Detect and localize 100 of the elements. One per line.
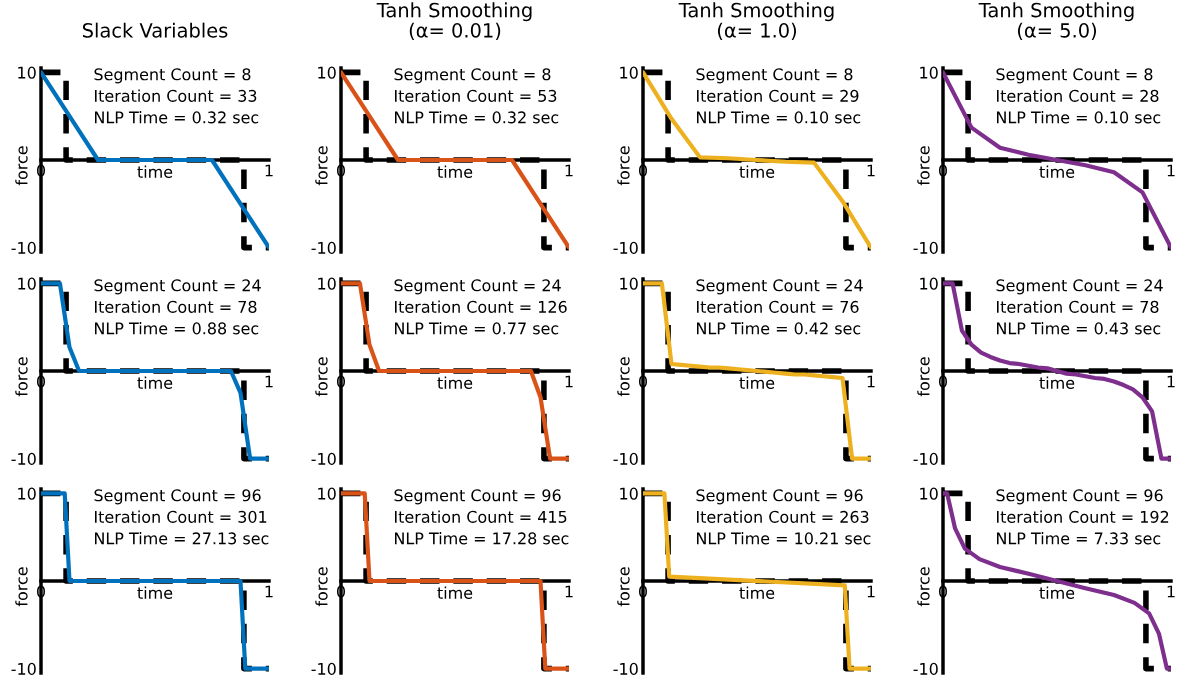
annotation: Segment Count = 96 (696, 489, 863, 505)
chart-title: Slack Variables (82, 22, 228, 38)
annotation: Iteration Count = 192 (997, 510, 1169, 523)
y-axis-title: force (315, 567, 328, 607)
y-axis-title: force (617, 567, 630, 607)
annotation: NLP Time = 0.42 sec (697, 322, 861, 335)
y-tick-label: 10 (620, 277, 638, 290)
x-axis-title: time (739, 376, 775, 389)
x-tick-label: 1 (565, 164, 573, 177)
annotation: Iteration Count = 76 (697, 300, 859, 313)
y-axis-title: force (15, 567, 28, 607)
chart-title: Tanh Smoothing (α= 1.0) (678, 2, 834, 41)
y-tick-label: -10 (913, 241, 938, 254)
y-tick-label: 10 (620, 487, 638, 500)
x-tick-label: 1 (265, 375, 273, 388)
x-axis-title: time (437, 586, 473, 599)
annotation: NLP Time = 7.33 sec (997, 532, 1161, 545)
annotation: Iteration Count = 28 (997, 89, 1159, 102)
annotation: NLP Time = 0.88 sec (95, 322, 259, 335)
y-axis-title: force (917, 357, 930, 397)
x-tick-label: 1 (265, 164, 273, 177)
y-tick-label: -10 (311, 662, 336, 675)
annotation: Segment Count = 8 (394, 68, 551, 84)
annotation: Iteration Count = 53 (395, 89, 557, 102)
y-axis-title: force (917, 567, 930, 607)
annotation: Segment Count = 96 (394, 489, 561, 505)
x-tick-label: 1 (867, 375, 875, 388)
y-tick-label: 10 (620, 66, 638, 79)
y-tick-label: -10 (613, 452, 638, 465)
y-tick-label: -10 (311, 241, 336, 254)
chart-title: Tanh Smoothing (α= 0.01) (376, 2, 532, 41)
x-axis-title: time (437, 376, 473, 389)
annotation: Iteration Count = 78 (95, 300, 257, 313)
x-tick-label: 1 (867, 164, 875, 177)
y-tick-label: 10 (318, 66, 336, 79)
x-tick-label: 1 (565, 585, 573, 598)
annotation: Segment Count = 8 (996, 68, 1153, 84)
annotation: NLP Time = 0.43 sec (997, 322, 1161, 335)
x-axis-title: time (137, 376, 173, 389)
annotation: Segment Count = 8 (94, 68, 251, 84)
x-axis-title: time (137, 165, 173, 178)
x-tick-label: 1 (1167, 164, 1175, 177)
y-tick-label: 10 (920, 487, 938, 500)
y-tick-label: -10 (913, 662, 938, 675)
annotation: Iteration Count = 126 (395, 300, 567, 313)
y-tick-label: -10 (11, 241, 36, 254)
chart-title: Tanh Smoothing (α= 5.0) (978, 2, 1134, 41)
annotation: NLP Time = 0.32 sec (95, 111, 259, 124)
y-tick-label: 10 (18, 487, 36, 500)
annotation: Iteration Count = 33 (95, 89, 257, 102)
x-axis-title: time (137, 586, 173, 599)
x-tick-label: 1 (565, 375, 573, 388)
y-axis-title: force (917, 146, 930, 186)
annotation: Segment Count = 96 (996, 489, 1163, 505)
y-tick-label: 10 (18, 277, 36, 290)
annotation: Iteration Count = 301 (95, 510, 267, 523)
y-tick-label: -10 (613, 241, 638, 254)
y-axis-title: force (617, 146, 630, 186)
x-tick-label: 1 (265, 585, 273, 598)
x-tick-label: 1 (1167, 375, 1175, 388)
y-tick-label: 10 (920, 66, 938, 79)
x-tick-label: 1 (1167, 585, 1175, 598)
x-axis-title: time (1039, 586, 1075, 599)
y-tick-label: -10 (11, 452, 36, 465)
annotation: Segment Count = 24 (996, 279, 1163, 295)
y-tick-label: -10 (11, 662, 36, 675)
x-tick-label: 1 (867, 585, 875, 598)
annotation: Segment Count = 8 (696, 68, 853, 84)
y-axis-title: force (15, 146, 28, 186)
x-axis-title: time (437, 165, 473, 178)
annotation: Segment Count = 24 (394, 279, 561, 295)
annotation: Iteration Count = 29 (697, 89, 859, 102)
y-axis-title: force (315, 146, 328, 186)
y-tick-label: 10 (920, 277, 938, 290)
x-axis-title: time (1039, 376, 1075, 389)
annotation: NLP Time = 0.10 sec (697, 111, 861, 124)
annotation: NLP Time = 27.13 sec (95, 532, 269, 545)
annotation: Iteration Count = 78 (997, 300, 1159, 313)
y-axis-title: force (315, 357, 328, 397)
y-tick-label: 10 (18, 66, 36, 79)
annotation: NLP Time = 0.32 sec (395, 111, 559, 124)
y-axis-title: force (15, 357, 28, 397)
annotation: NLP Time = 0.10 sec (997, 111, 1161, 124)
annotation: Segment Count = 24 (696, 279, 863, 295)
annotation: Iteration Count = 263 (697, 510, 869, 523)
y-axis-title: force (617, 357, 630, 397)
annotation: NLP Time = 0.77 sec (395, 322, 559, 335)
annotation: Iteration Count = 415 (395, 510, 567, 523)
y-tick-label: 10 (318, 277, 336, 290)
annotation: NLP Time = 10.21 sec (697, 532, 871, 545)
annotation: NLP Time = 17.28 sec (395, 532, 569, 545)
annotation: Segment Count = 96 (94, 489, 261, 505)
y-tick-label: -10 (613, 662, 638, 675)
y-tick-label: -10 (311, 452, 336, 465)
x-axis-title: time (1039, 165, 1075, 178)
x-axis-title: time (739, 586, 775, 599)
y-tick-label: -10 (913, 452, 938, 465)
x-axis-title: time (739, 165, 775, 178)
annotation: Segment Count = 24 (94, 279, 261, 295)
y-tick-label: 10 (318, 487, 336, 500)
